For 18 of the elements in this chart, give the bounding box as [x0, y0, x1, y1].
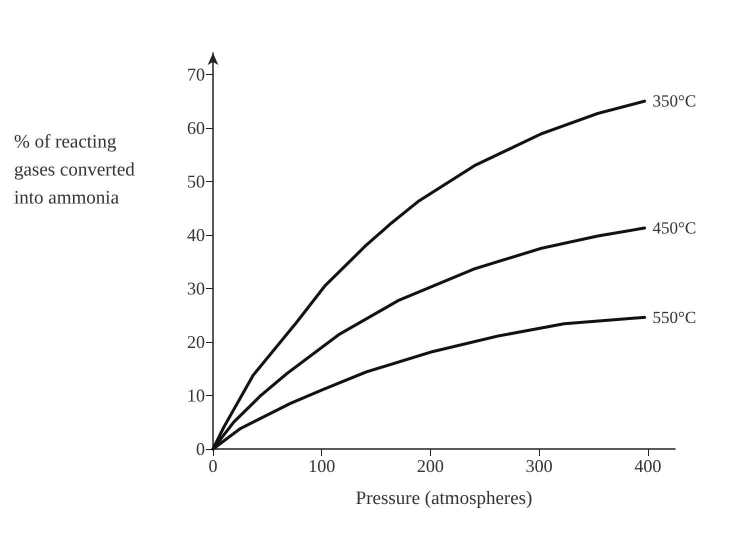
- x-tick-label: 0: [208, 456, 218, 476]
- y-tick-label: 0: [196, 439, 205, 459]
- x-tick-label: 200: [416, 456, 444, 476]
- y-tick-label: 10: [187, 385, 205, 406]
- y-tick-label: 20: [187, 332, 205, 352]
- x-tick-label: 100: [308, 456, 336, 476]
- series-label: 350°C: [652, 92, 696, 111]
- y-axis-title: % of reacting gases converted into ammonia: [14, 132, 140, 208]
- y-tick-label: 30: [187, 278, 205, 298]
- y-tick-label: 40: [187, 224, 205, 245]
- series-label: 450°C: [652, 218, 696, 238]
- y-tick-label: 70: [187, 64, 205, 84]
- y-tick-label: 50: [187, 171, 205, 192]
- y-tick-label: 60: [187, 118, 205, 138]
- x-tick-label: 300: [526, 456, 553, 476]
- x-axis-title: Pressure (atmospheres): [356, 488, 532, 509]
- series-label: 550°C: [652, 308, 696, 327]
- x-tick-label: 400: [634, 456, 662, 476]
